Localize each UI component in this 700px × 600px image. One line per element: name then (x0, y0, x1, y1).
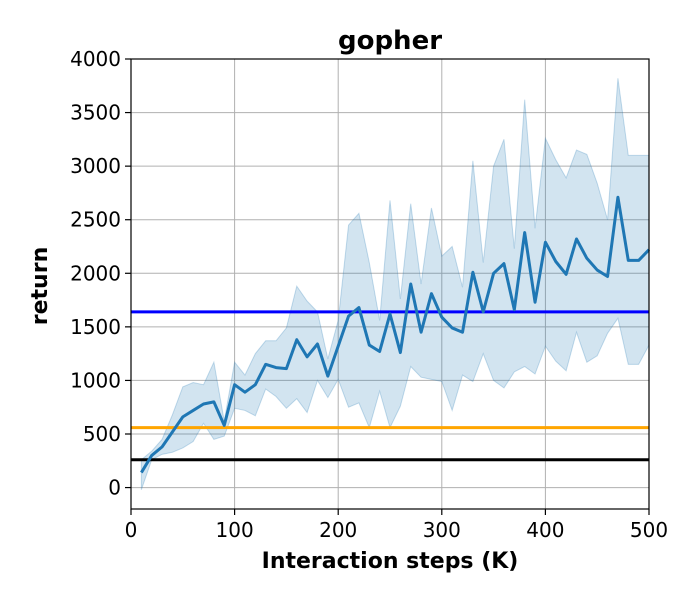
series-line-layer (140, 195, 651, 474)
y-tick-label: 3500 (70, 101, 121, 125)
x-tick-label: 500 (630, 518, 668, 542)
x-tick-label: 300 (423, 518, 461, 542)
chart-title: gopher (338, 26, 442, 56)
mean-return-line (140, 195, 651, 474)
y-tick-label: 2500 (70, 208, 121, 232)
y-tick-label: 4000 (70, 47, 121, 71)
x-tick-label: 0 (125, 518, 138, 542)
y-tick-label: 1500 (70, 315, 121, 339)
x-tick-label: 400 (526, 518, 564, 542)
y-tick-label: 500 (83, 422, 121, 446)
plot-frame (130, 58, 650, 510)
y-tick-label: 3000 (70, 154, 121, 178)
y-tick-label: 1000 (70, 368, 121, 392)
x-axis-ticks: 0 100 200 300 400 500 (125, 509, 668, 542)
x-tick-label: 100 (216, 518, 254, 542)
x-axis-label: Interaction steps (K) (262, 549, 519, 574)
y-axis-label: return (28, 247, 53, 325)
y-tick-label: 0 (108, 476, 121, 500)
x-tick-label: 200 (319, 518, 357, 542)
reference-lines (131, 310, 649, 462)
y-axis-ticks: 0 500 1000 1500 2000 2500 3000 3500 4000 (70, 47, 131, 500)
y-tick-label: 2000 (70, 261, 121, 285)
